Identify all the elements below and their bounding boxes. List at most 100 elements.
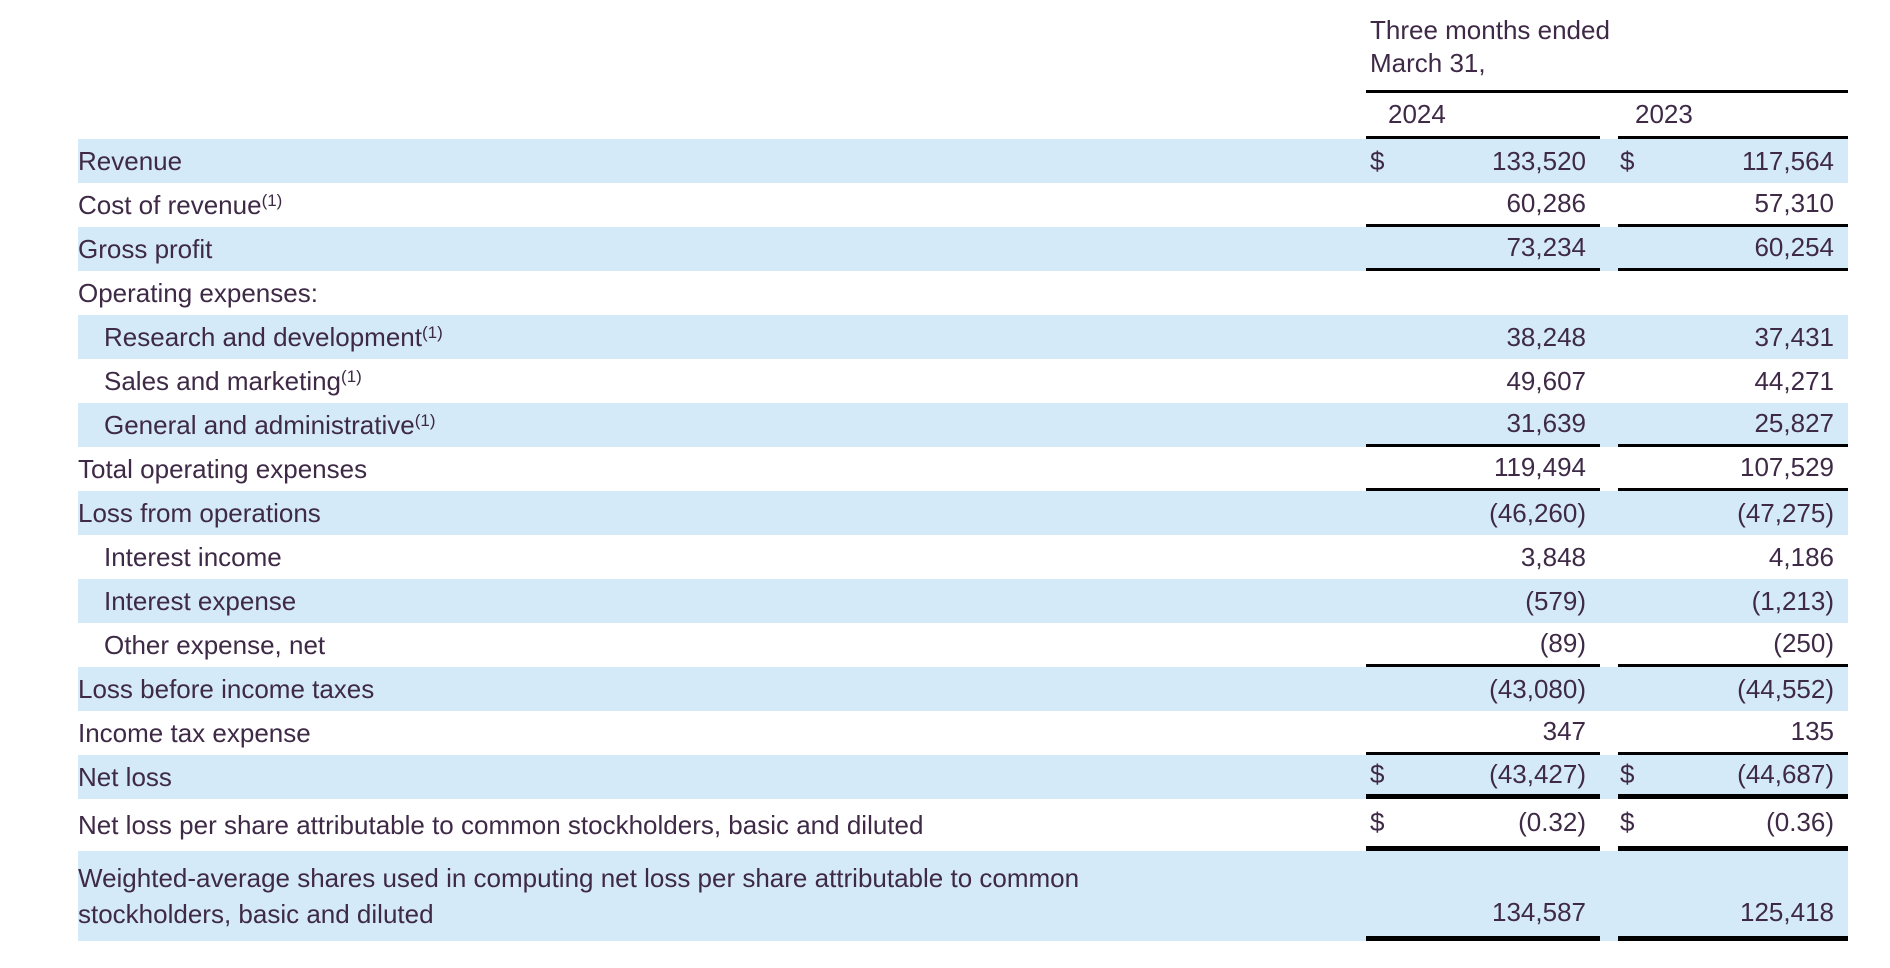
row-label: Research and development(1) <box>78 315 1366 359</box>
row-label-text: Cost of revenue <box>78 189 262 220</box>
column-header-2023: 2023 <box>1618 93 1848 139</box>
column-gap <box>1600 851 1618 941</box>
row-label: Total operating expenses <box>78 447 1366 491</box>
value-cell-2024: (579) <box>1366 579 1600 623</box>
footnote-superscript: (1) <box>421 322 443 342</box>
row-label: Income tax expense <box>78 711 1366 755</box>
table-row: Income tax expense 347 135 <box>78 711 1848 755</box>
table-row: Loss from operations (46,260) (47,275) <box>78 491 1848 535</box>
dollar-sign: $ <box>1620 145 1635 176</box>
header-spacer <box>78 93 1366 139</box>
value-cell-2023: 60,254 <box>1618 227 1848 271</box>
value-cell-2023: 44,271 <box>1618 359 1848 403</box>
row-label: Loss from operations <box>78 491 1366 535</box>
value-2023: (0.36) <box>1766 807 1834 837</box>
column-header-2024: 2024 <box>1366 93 1600 139</box>
column-gap <box>1600 183 1618 227</box>
row-label: Net loss <box>78 755 1366 799</box>
value-cell-2024: 73,234 <box>1366 227 1600 271</box>
value-cell-2024: 31,639 <box>1366 403 1600 447</box>
row-label-text: Loss from operations <box>78 497 321 528</box>
value-cell-2024: 3,848 <box>1366 535 1600 579</box>
row-label-text: Net loss <box>78 761 172 792</box>
column-gap <box>1600 623 1618 667</box>
value-2024: (0.32) <box>1518 807 1586 837</box>
column-gap <box>1600 93 1618 139</box>
row-label-text: Interest expense <box>104 585 297 616</box>
value-cell-2023: 107,529 <box>1618 447 1848 491</box>
row-label: Interest income <box>78 535 1366 579</box>
column-gap <box>1600 755 1618 799</box>
value-2024: 38,248 <box>1506 321 1586 352</box>
value-2024: 347 <box>1542 716 1586 746</box>
row-label-text: Research and development <box>104 321 422 352</box>
table-row: Weighted-average shares used in computin… <box>78 851 1848 941</box>
value-cell-2023 <box>1618 271 1848 315</box>
row-label-text: Weighted-average shares used in computin… <box>78 862 1080 929</box>
value-2023: 25,827 <box>1754 408 1834 438</box>
row-label-text: Total operating expenses <box>78 453 368 484</box>
row-label: Weighted-average shares used in computin… <box>78 851 1366 941</box>
row-label-text: Sales and marketing <box>104 365 342 396</box>
value-2023: (1,213) <box>1751 585 1834 616</box>
value-cell-2023: 4,186 <box>1618 535 1848 579</box>
value-cell-2024: (46,260) <box>1366 491 1600 535</box>
value-cell-2024: (43,080) <box>1366 667 1600 711</box>
table-row: Cost of revenue(1) 60,286 57,310 <box>78 183 1848 227</box>
row-label-text: Loss before income taxes <box>78 673 375 704</box>
row-label: Operating expenses: <box>78 271 1366 315</box>
column-gap <box>1600 139 1618 183</box>
value-cell-2024: $ (43,427) <box>1366 755 1600 799</box>
value-2024: 60,286 <box>1506 188 1586 218</box>
value-cell-2024: 347 <box>1366 711 1600 755</box>
value-2023: 135 <box>1790 716 1834 746</box>
value-2024: 49,607 <box>1506 365 1586 396</box>
value-2024: 133,520 <box>1492 145 1586 176</box>
dollar-sign: $ <box>1370 145 1385 176</box>
value-cell-2024: 49,607 <box>1366 359 1600 403</box>
row-label-text: Net loss per share attributable to commo… <box>78 809 924 840</box>
dollar-sign: $ <box>1620 759 1635 789</box>
row-label: Cost of revenue(1) <box>78 183 1366 227</box>
value-2023: 60,254 <box>1754 232 1834 262</box>
column-gap <box>1600 403 1618 447</box>
column-gap <box>1600 315 1618 359</box>
row-label: Gross profit <box>78 227 1366 271</box>
row-label: Other expense, net <box>78 623 1366 667</box>
row-label-text: Gross profit <box>78 233 213 264</box>
value-2024: (579) <box>1525 585 1586 616</box>
value-2023: 125,418 <box>1740 897 1834 927</box>
value-cell-2023: 37,431 <box>1618 315 1848 359</box>
table-row: Sales and marketing(1) 49,607 44,271 <box>78 359 1848 403</box>
column-gap <box>1600 799 1618 851</box>
value-2024: 73,234 <box>1506 232 1586 262</box>
footnote-superscript: (1) <box>341 366 362 386</box>
value-cell-2024: 134,587 <box>1366 851 1600 941</box>
value-2023: (47,275) <box>1737 497 1834 528</box>
table-row: Total operating expenses 119,494 107,529 <box>78 447 1848 491</box>
row-label-text: Interest income <box>104 541 282 572</box>
column-gap <box>1600 359 1618 403</box>
value-2024: (46,260) <box>1489 497 1586 528</box>
value-cell-2023: (47,275) <box>1618 491 1848 535</box>
period-header-row: Three months ended March 31, <box>78 12 1848 93</box>
table-row: Interest income 3,848 4,186 <box>78 535 1848 579</box>
row-label-text: General and administrative <box>104 409 415 440</box>
value-2024: (89) <box>1539 628 1586 658</box>
value-2024: (43,427) <box>1489 759 1586 789</box>
value-cell-2024: 60,286 <box>1366 183 1600 227</box>
column-gap <box>1600 447 1618 491</box>
column-gap <box>1600 579 1618 623</box>
value-2023: 44,271 <box>1754 365 1834 396</box>
value-2024: 31,639 <box>1506 408 1586 438</box>
value-2024: (43,080) <box>1489 673 1586 704</box>
value-cell-2023: $ 117,564 <box>1618 139 1848 183</box>
period-line-2: March 31, <box>1370 48 1486 78</box>
row-label-text: Income tax expense <box>78 717 311 748</box>
value-2023: 37,431 <box>1754 321 1834 352</box>
column-gap <box>1600 227 1618 271</box>
table-row: Loss before income taxes (43,080) (44,55… <box>78 667 1848 711</box>
dollar-sign: $ <box>1620 807 1635 837</box>
value-cell-2024: $ (0.32) <box>1366 799 1600 851</box>
value-cell-2024: $ 133,520 <box>1366 139 1600 183</box>
